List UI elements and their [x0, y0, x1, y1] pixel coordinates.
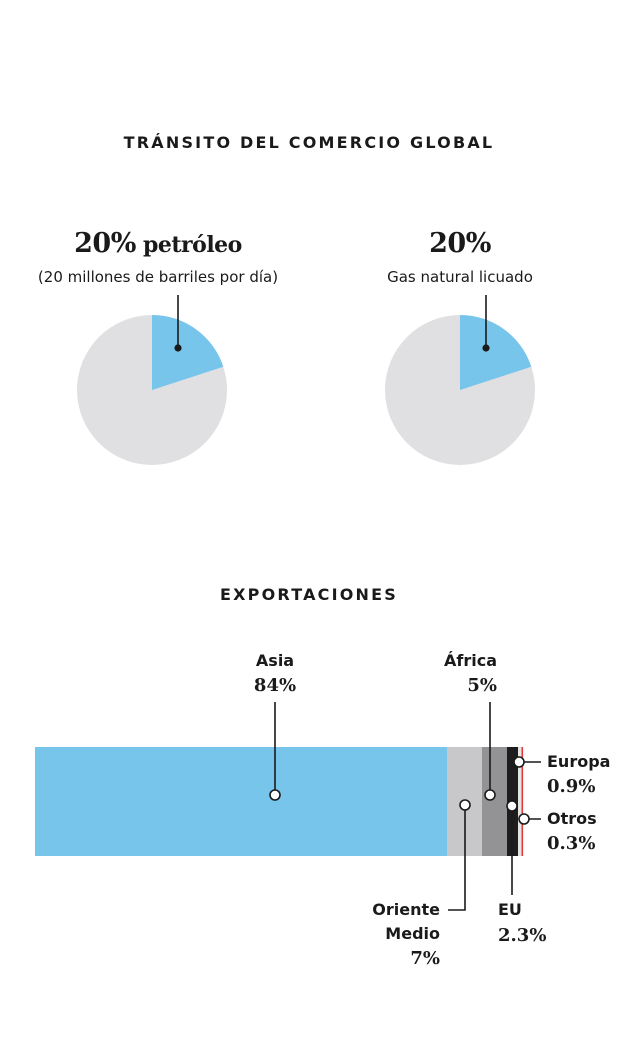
- oriente-medio-label-line2: Medio: [385, 924, 440, 943]
- eu-value: 2.3%: [498, 925, 547, 946]
- africa-value: 5%: [467, 675, 497, 696]
- oil-pie-header: 20% petróleo (20 millones de barriles po…: [8, 228, 308, 287]
- europa-marker: [513, 756, 525, 768]
- export-leaders: [274, 702, 541, 911]
- bar-segment-africa: [482, 747, 507, 856]
- exports-title: EXPORTACIONES: [220, 585, 398, 604]
- eu-marker: [506, 800, 518, 812]
- global-trade-title: TRÁNSITO DEL COMERCIO GLOBAL: [123, 133, 495, 152]
- lng-percent: 20%: [429, 228, 491, 259]
- lng-leader-dot: [482, 344, 490, 352]
- bar-segment-europa: [518, 747, 522, 856]
- oil-subtitle: (20 millones de barriles por día): [37, 268, 279, 286]
- oriente-medio-value: 7%: [410, 948, 440, 969]
- oil-leader-dot: [174, 344, 182, 352]
- export-markers: [269, 756, 530, 825]
- asia-marker: [269, 789, 281, 801]
- oriente-medio-label-line1: Oriente: [372, 900, 440, 919]
- otros-value: 0.3%: [547, 833, 596, 854]
- africa-marker: [484, 789, 496, 801]
- oil-pie-share-slice: [152, 315, 224, 390]
- bar-segment-asia: [35, 747, 447, 856]
- eu-label: EU: [498, 900, 522, 919]
- europa-value: 0.9%: [547, 776, 596, 797]
- oil-pie: [77, 295, 227, 465]
- asia-value: 84%: [253, 675, 297, 696]
- bar-segment-otros: [521, 747, 524, 856]
- otros-marker: [518, 813, 530, 825]
- oriente-medio-leader-line: [448, 805, 466, 911]
- exports-bar: [35, 747, 524, 856]
- oil-percent: 20% petróleo: [74, 228, 242, 259]
- otros-label: Otros: [547, 809, 597, 828]
- oriente-medio-marker: [459, 799, 471, 811]
- africa-label: África: [444, 651, 497, 670]
- lng-pie-share-slice: [460, 315, 532, 390]
- lng-pie-header: 20% Gas natural licuado: [310, 228, 610, 287]
- lng-pie: [385, 295, 535, 465]
- lng-subtitle: Gas natural licuado: [387, 268, 533, 286]
- europa-label: Europa: [547, 752, 611, 771]
- asia-label: Asia: [255, 651, 295, 670]
